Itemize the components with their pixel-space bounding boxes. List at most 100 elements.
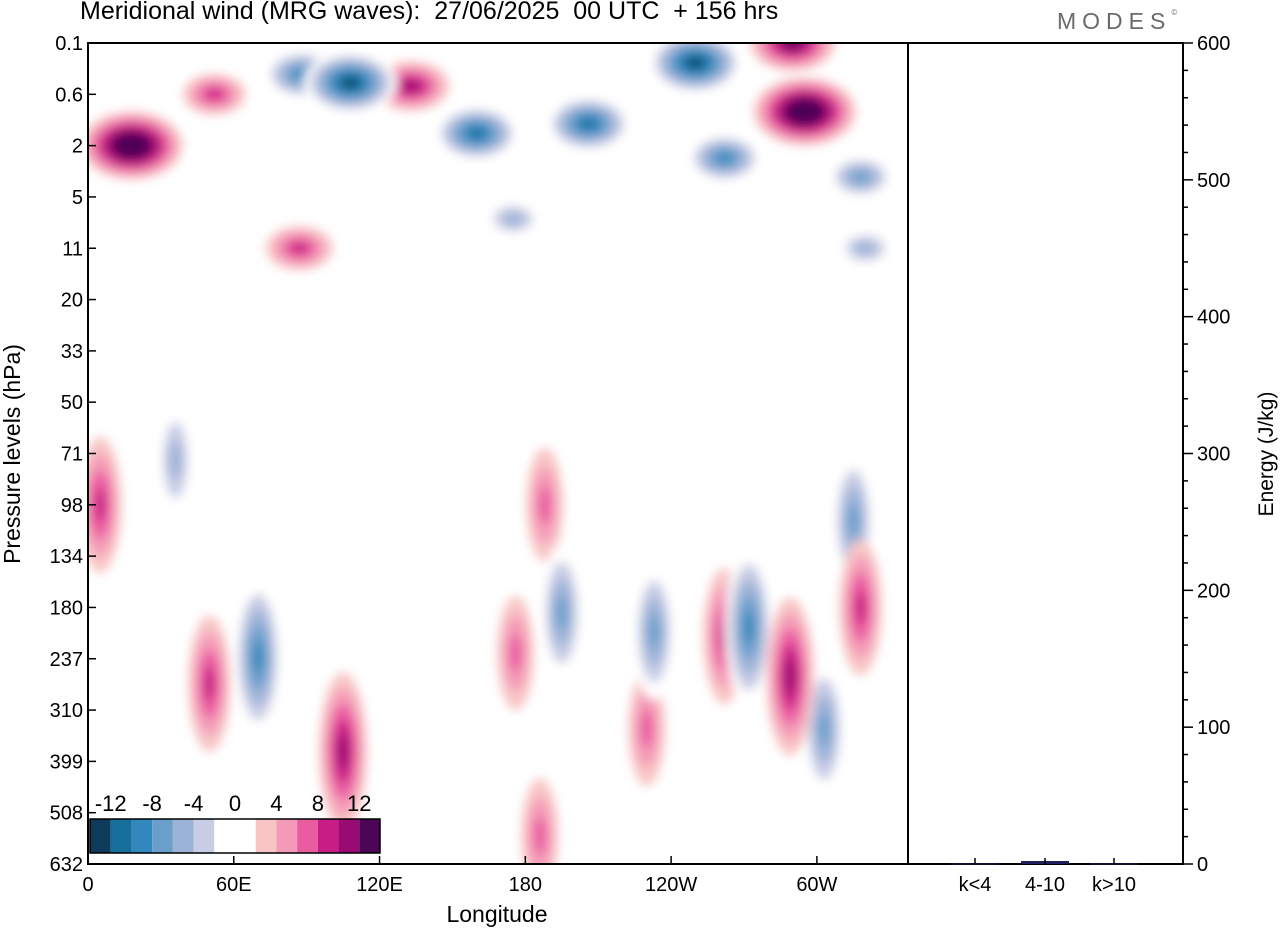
- x-axis: 0 60E 120E 180 120W 60W: [82, 856, 838, 896]
- negative-wind-anomaly: [836, 229, 895, 268]
- energy-tick-label: 500: [1197, 170, 1230, 192]
- colorbar-label: -4: [184, 791, 204, 816]
- anomaly-contour: [533, 816, 547, 855]
- energy-category-label: k<4: [959, 874, 992, 896]
- energy-y-axis: 0 100 200 300 400 500 600: [1183, 33, 1230, 876]
- colorbar-label: 8: [312, 791, 324, 816]
- y-tick-label: 5: [72, 187, 83, 209]
- y-tick-label: 50: [61, 392, 83, 414]
- colorbar-swatch: [235, 819, 256, 853]
- positive-wind-anomaly: [839, 539, 882, 676]
- logo-mark: ©: [1171, 8, 1178, 17]
- y-tick-label: 33: [61, 341, 83, 363]
- anomaly-contour: [290, 242, 308, 254]
- negative-wind-anomaly: [483, 199, 543, 238]
- energy-axis-label: Energy (J/kg): [1255, 392, 1278, 517]
- negative-wind-anomaly: [434, 105, 520, 162]
- colorbar-swatch: [214, 819, 235, 853]
- colorbar-swatch: [255, 819, 277, 853]
- y-tick-label: 134: [50, 546, 83, 568]
- anomaly-contour: [343, 78, 358, 88]
- energy-tick-label: 100: [1197, 717, 1230, 739]
- anomaly-contour: [855, 590, 866, 625]
- negative-wind-anomaly: [546, 95, 631, 152]
- positive-wind-anomaly: [497, 596, 535, 711]
- anomaly-contour: [206, 89, 223, 100]
- modes-logo: MODES©: [1057, 8, 1177, 35]
- colorbar-label: 0: [229, 791, 241, 816]
- heatmap-plot: 0 60E 120E 180 120W 60W 0.1 0.6 2 5 11 20 33 50 71 98 1…: [0, 33, 909, 927]
- negative-wind-anomaly: [648, 43, 743, 94]
- anomaly-contour: [848, 503, 859, 538]
- colorbar-label: 4: [270, 791, 282, 816]
- y-tick-label: 399: [50, 751, 83, 773]
- energy-bar-plot: k<4 4-10 k>10 0 100 200 300 400 500 600 Energy (…: [907, 33, 1278, 896]
- anomaly-contour: [744, 611, 754, 643]
- negative-wind-anomaly: [724, 548, 773, 707]
- colorbar-swatch: [172, 819, 194, 853]
- anomaly-contour: [253, 641, 263, 673]
- colorbar-swatch: [90, 819, 111, 853]
- logo-text: MODES: [1057, 8, 1172, 34]
- negative-wind-anomaly: [234, 578, 283, 737]
- negative-wind-anomaly: [632, 563, 676, 700]
- anomaly-contour: [469, 128, 484, 139]
- negative-wind-anomaly: [303, 51, 398, 114]
- energy-category-label: k>10: [1092, 874, 1136, 896]
- colorbar-swatch: [152, 819, 173, 853]
- positive-wind-anomaly: [628, 671, 666, 786]
- anomaly-contour: [509, 634, 522, 673]
- anomaly-contour: [169, 441, 182, 480]
- colorbar-label: -12: [95, 791, 127, 816]
- colorbar-swatch: [297, 819, 318, 853]
- anomaly-contour: [852, 171, 870, 183]
- y-tick-label: 98: [61, 495, 83, 517]
- x-axis-label: Longitude: [446, 901, 547, 927]
- y-tick-label: 237: [50, 649, 83, 671]
- colorbar-label: 12: [347, 791, 371, 816]
- x-tick-label: 60W: [796, 874, 837, 896]
- anomaly-contour: [640, 709, 653, 748]
- anomaly-contour: [855, 241, 876, 255]
- anomaly-contour: [785, 660, 795, 693]
- colorbar-swatch: [193, 819, 215, 853]
- anomaly-contour: [338, 735, 348, 768]
- chart-title: Meridional wind (MRG waves): 27/06/2025 …: [80, 0, 779, 25]
- y-tick-label: 2: [72, 136, 83, 158]
- heatmap-features: [88, 43, 895, 864]
- anomaly-contour: [581, 119, 596, 129]
- positive-wind-anomaly: [182, 73, 246, 115]
- positive-wind-anomaly: [88, 436, 122, 573]
- energy-category-label: 4-10: [1025, 874, 1065, 896]
- anomaly-contour: [556, 595, 568, 630]
- colorbar-swatch: [276, 819, 298, 853]
- y-tick-label: 632: [50, 854, 83, 876]
- x-tick-label: 60E: [216, 874, 252, 896]
- colorbar-swatch: [359, 819, 380, 853]
- energy-tick-label: 300: [1197, 444, 1230, 466]
- anomaly-contour: [688, 58, 703, 68]
- colorbar-frame: [89, 818, 381, 854]
- positive-wind-anomaly: [766, 597, 815, 756]
- anomaly-contour: [798, 107, 812, 116]
- anomaly-contour: [94, 487, 106, 522]
- y-tick-label: 11: [62, 238, 83, 260]
- y-tick-label: 20: [61, 290, 83, 312]
- colorbar: -12 -8 -4 0 4 8 12: [89, 791, 381, 854]
- negative-wind-anomaly: [827, 154, 895, 199]
- y-tick-label: 508: [50, 803, 83, 825]
- energy-tick-label: 600: [1197, 33, 1230, 55]
- energy-tick-label: 200: [1197, 580, 1230, 602]
- y-tick-label: 71: [61, 444, 83, 466]
- colorbar-swatch: [338, 819, 360, 853]
- anomaly-contour: [538, 485, 551, 524]
- colorbar-label: -8: [142, 791, 162, 816]
- y-axis: 0.1 0.6 2 5 11 20 33 50 71 98 134 180 237 310 399 508 63…: [50, 33, 96, 876]
- colorbar-swatch: [131, 819, 153, 853]
- x-tick-label: 0: [82, 874, 93, 896]
- x-tick-label: 120W: [645, 874, 697, 896]
- anomaly-contour: [503, 212, 523, 226]
- anomaly-contour: [204, 666, 215, 701]
- y-tick-label: 0.6: [55, 84, 83, 106]
